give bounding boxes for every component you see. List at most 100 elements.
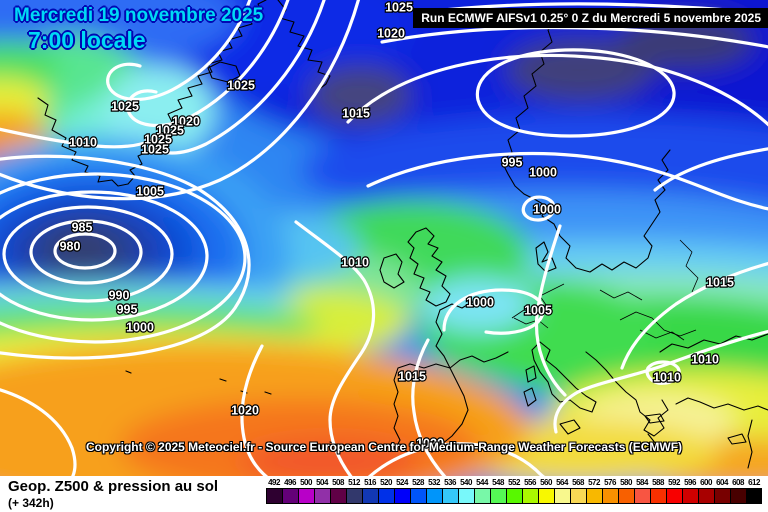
pressure-label: 1025 (144, 132, 172, 146)
scale-value: 500 (300, 478, 312, 487)
pressure-label: 1025 (156, 123, 184, 137)
pressure-label: 1000 (529, 165, 557, 179)
scale-value: 492 (268, 478, 280, 487)
scale-swatch (458, 488, 474, 504)
pressure-label: 1010 (341, 255, 369, 269)
scale-swatch (410, 488, 426, 504)
scale-swatch (650, 488, 666, 504)
scale-step: 548 (490, 477, 506, 504)
scale-step: 584 (634, 477, 650, 504)
pressure-label: 1025 (227, 78, 255, 92)
pressure-label: 980 (60, 239, 81, 253)
scale-value: 576 (604, 478, 616, 487)
scale-value: 608 (732, 478, 744, 487)
pressure-label: 985 (72, 220, 93, 234)
scale-value: 584 (636, 478, 648, 487)
scale-value: 560 (540, 478, 552, 487)
scale-step: 504 (314, 477, 330, 504)
scale-value: 564 (556, 478, 568, 487)
run-info-banner: Run ECMWF AIFSv1 0.25° 0 Z du Mercredi 5… (413, 8, 768, 28)
pressure-label: 1010 (691, 352, 719, 366)
scale-value: 524 (396, 478, 408, 487)
product-label: Geop. Z500 & pression au sol (8, 478, 219, 495)
scale-swatch (282, 488, 298, 504)
geopotential-shading (0, 0, 768, 476)
legend-bar: Geop. Z500 & pression au sol (+ 342h) 49… (0, 476, 768, 512)
scale-step: 592 (666, 477, 682, 504)
scale-value: 516 (364, 478, 376, 487)
scale-swatch (730, 488, 746, 504)
scale-step: 500 (298, 477, 314, 504)
pressure-label: 995 (502, 155, 523, 169)
pressure-label: 1000 (533, 202, 561, 216)
scale-step: 520 (378, 477, 394, 504)
scale-swatch (330, 488, 346, 504)
scale-swatch (682, 488, 698, 504)
scale-swatch (474, 488, 490, 504)
coastlines (37, 0, 768, 469)
scale-swatch (522, 488, 538, 504)
scale-swatch (346, 488, 362, 504)
scale-step: 516 (362, 477, 378, 504)
scale-swatch (698, 488, 714, 504)
scale-value: 532 (428, 478, 440, 487)
scale-value: 588 (652, 478, 664, 487)
pressure-label: 1015 (706, 275, 734, 289)
pressure-label: 1005 (524, 303, 552, 317)
copyright-line: Copyright © 2025 Meteociel.fr - Source E… (85, 440, 683, 454)
pressure-label: 1025 (141, 142, 169, 156)
scale-value: 596 (684, 478, 696, 487)
pressure-label: 1020 (172, 114, 200, 128)
scale-value: 508 (332, 478, 344, 487)
scale-swatch (314, 488, 330, 504)
scale-value: 556 (524, 478, 536, 487)
scale-value: 496 (284, 478, 296, 487)
scale-step: 508 (330, 477, 346, 504)
scale-step: 496 (282, 477, 298, 504)
scale-step: 528 (410, 477, 426, 504)
scale-value: 548 (492, 478, 504, 487)
scale-step: 608 (730, 477, 746, 504)
scale-swatch (570, 488, 586, 504)
scale-step: 544 (474, 477, 490, 504)
scale-value: 600 (700, 478, 712, 487)
scale-value: 612 (748, 478, 760, 487)
scale-swatch (602, 488, 618, 504)
scale-step: 572 (586, 477, 602, 504)
scale-step: 596 (682, 477, 698, 504)
scale-step: 612 (746, 477, 762, 504)
scale-swatch (538, 488, 554, 504)
scale-swatch (618, 488, 634, 504)
pressure-label: 1020 (377, 26, 405, 40)
forecast-offset-label: (+ 342h) (8, 496, 54, 510)
scale-swatch (554, 488, 570, 504)
pressure-label: 1005 (136, 184, 164, 198)
scale-swatch (634, 488, 650, 504)
scale-step: 492 (266, 477, 282, 504)
scale-swatch (586, 488, 602, 504)
scale-step: 512 (346, 477, 362, 504)
pressure-label: 1010 (69, 135, 97, 149)
scale-swatch (714, 488, 730, 504)
pressure-label: 1025 (385, 0, 413, 14)
pressure-label: 1025 (111, 99, 139, 113)
scale-swatch (394, 488, 410, 504)
scale-step: 540 (458, 477, 474, 504)
scale-step: 588 (650, 477, 666, 504)
scale-step: 560 (538, 477, 554, 504)
z500-color-scale: 492 496 500 504 508 512 516 520 524 528 532 536 540 5… (266, 477, 762, 504)
scale-value: 572 (588, 478, 600, 487)
pressure-label: 1020 (231, 403, 259, 417)
map-canvas: 1025 1020 1025 1025 1025 1010 1005 985 980 990 995… (0, 0, 768, 476)
scale-value: 544 (476, 478, 488, 487)
pressure-label: 1010 (653, 370, 681, 384)
scale-swatch (266, 488, 282, 504)
scale-value: 536 (444, 478, 456, 487)
scale-step: 600 (698, 477, 714, 504)
scale-swatch (490, 488, 506, 504)
pressure-label: 990 (109, 288, 130, 302)
pressure-label: 1020 (416, 436, 444, 450)
scale-step: 564 (554, 477, 570, 504)
scale-step: 576 (602, 477, 618, 504)
scale-step: 532 (426, 477, 442, 504)
